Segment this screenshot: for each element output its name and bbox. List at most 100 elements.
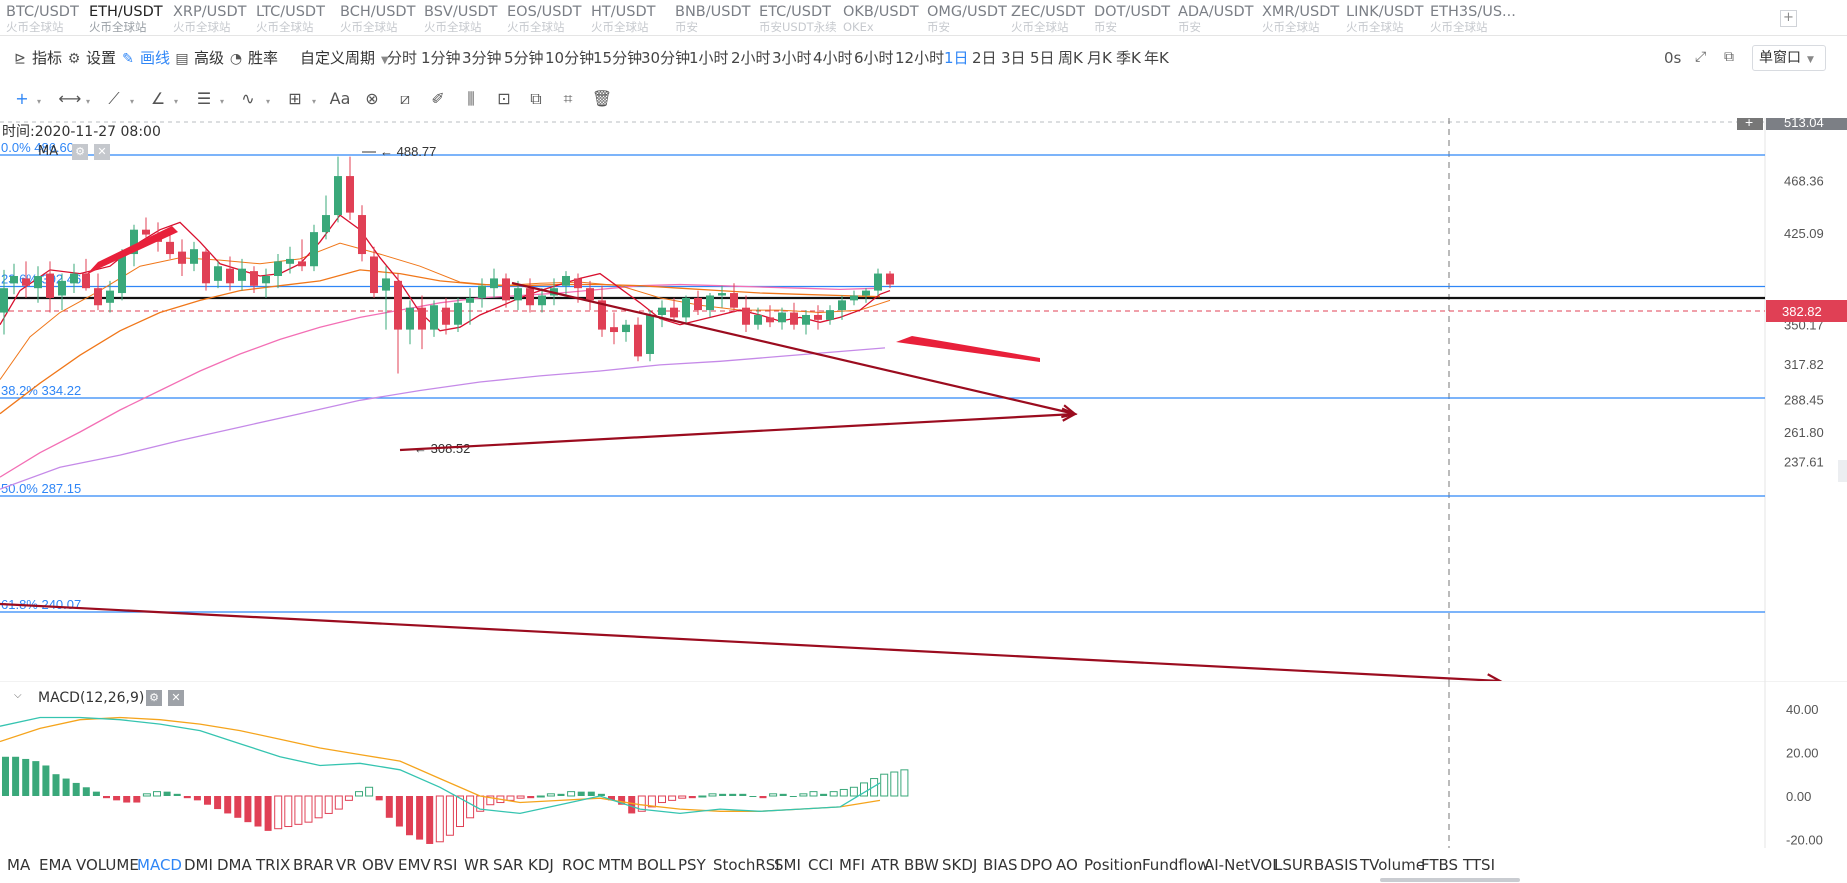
custom-period-dropdown[interactable]: 自定义周期 ▼	[300, 47, 389, 69]
period-30分钟[interactable]: 30分钟	[641, 49, 691, 67]
symbol-tab-zec[interactable]: ZEC/USDT 火币全球站	[1005, 0, 1105, 36]
indicator-tab-stochrsi[interactable]: StochRSI	[713, 856, 780, 874]
period-年K[interactable]: 年K	[1144, 49, 1169, 67]
snapshot-icon[interactable]: ⌗	[563, 89, 573, 108]
indicator-tab-ema[interactable]: EMA	[39, 856, 72, 874]
draw-button[interactable]: ✎ 画线	[120, 47, 170, 69]
period-12小时[interactable]: 12小时	[895, 49, 945, 67]
symbol-tab-ltc[interactable]: LTC/USDT 火币全球站	[250, 0, 350, 36]
text-icon[interactable]: Aa	[329, 89, 351, 108]
fib-icon[interactable]: ⊞	[288, 89, 302, 108]
period-5分钟[interactable]: 5分钟	[504, 49, 544, 67]
indicator-tab-atr[interactable]: ATR	[871, 856, 900, 874]
period-15分钟[interactable]: 15分钟	[593, 49, 643, 67]
indicator-tab-bbw[interactable]: BBW	[904, 856, 939, 874]
indicator-tab-tvolume[interactable]: TVolume	[1360, 856, 1425, 874]
period-季K[interactable]: 季K	[1116, 49, 1141, 67]
indicator-tab-sar[interactable]: SAR	[493, 856, 524, 874]
window-mode-select[interactable]: 单窗口 ▼	[1752, 45, 1826, 71]
horizontal-scrollbar[interactable]	[1380, 878, 1520, 882]
symbol-tab-okb[interactable]: OKB/USDT OKEx	[837, 0, 937, 36]
close-icon[interactable]: ✕	[168, 690, 184, 706]
settings-button[interactable]: ⚙ 设置	[66, 47, 116, 69]
indicator-button[interactable]: ⊵ 指标	[12, 47, 62, 69]
period-分时[interactable]: 分时	[387, 49, 418, 67]
indicator-tab-rsi[interactable]: RSI	[433, 856, 458, 874]
indicator-tab-roc[interactable]: ROC	[562, 856, 595, 874]
indicator-tab-trix[interactable]: TRIX	[256, 856, 291, 874]
period-1小时[interactable]: 1小时	[689, 49, 729, 67]
symbol-tab-eth[interactable]: ETH/USDT 火币全球站	[83, 0, 183, 36]
indicator-tab-smi[interactable]: SMI	[774, 856, 801, 874]
magnet-icon[interactable]: ⊗	[365, 89, 379, 108]
trash-icon[interactable]: 🗑	[591, 89, 613, 108]
angle-icon[interactable]: ∠	[150, 89, 166, 108]
period-3日[interactable]: 3日	[1001, 49, 1026, 67]
chevron-down-icon[interactable]: ▾	[174, 97, 179, 106]
popout-icon[interactable]: ⧉	[1724, 49, 1734, 65]
indicator-tab-volume[interactable]: VOLUME	[76, 856, 139, 874]
copy-icon[interactable]: ⧉	[530, 89, 542, 108]
symbol-tab-ada[interactable]: ADA/USDT 币安	[1172, 0, 1272, 36]
symbol-tab-etc[interactable]: ETC/USDT 币安USDT永续	[753, 0, 853, 36]
indicator-tab-lsur[interactable]: LSUR	[1274, 856, 1314, 874]
indicator-tab-ttsi[interactable]: TTSI	[1463, 856, 1496, 874]
macd-chart[interactable]: 40.00 20.00 0.00 -20.00	[0, 681, 1847, 848]
brush-icon[interactable]: ✐	[431, 89, 445, 108]
trend-line-icon[interactable]: ⟋	[108, 89, 120, 108]
indicator-tab-dma[interactable]: DMA	[217, 856, 252, 874]
symbol-tab-bnb[interactable]: BNB/USDT 币安	[669, 0, 769, 36]
symbol-tab-link[interactable]: LINK/USDT 火币全球站	[1340, 0, 1440, 36]
add-tab-button[interactable]: +	[1780, 10, 1797, 27]
indicator-tab-boll[interactable]: BOLL	[637, 856, 676, 874]
chevron-down-icon[interactable]: ⌵	[14, 690, 22, 701]
indicator-tab-ao[interactable]: AO	[1056, 856, 1078, 874]
indicator-tab-obv[interactable]: OBV	[362, 856, 394, 874]
indicator-tab-mtm[interactable]: MTM	[598, 856, 634, 874]
indicator-tab-skdj[interactable]: SKDJ	[942, 856, 978, 874]
period-月K[interactable]: 月K	[1087, 49, 1112, 67]
indicator-tab-ma[interactable]: MA	[7, 856, 31, 874]
indicator-tab-fundflow[interactable]: Fundflow	[1142, 856, 1210, 874]
chevron-down-icon[interactable]: ▾	[312, 97, 317, 106]
chevron-down-icon[interactable]: ▾	[86, 97, 91, 106]
period-6小时[interactable]: 6小时	[854, 49, 894, 67]
crosshair-icon[interactable]: +	[15, 89, 29, 108]
indicator-tab-basis[interactable]: BASIS	[1314, 856, 1359, 874]
period-1日[interactable]: 1日	[944, 49, 969, 67]
symbol-tab-omg[interactable]: OMG/USDT 币安	[921, 0, 1021, 36]
indicator-tab-brar[interactable]: BRAR	[293, 856, 334, 874]
period-1分钟[interactable]: 1分钟	[421, 49, 461, 67]
gear-icon[interactable]: ⚙	[72, 144, 88, 160]
indicator-tab-cci[interactable]: CCI	[808, 856, 834, 874]
measure-icon[interactable]: ⫼	[467, 89, 475, 108]
symbol-tab-dot[interactable]: DOT/USDT 币安	[1088, 0, 1188, 36]
indicator-tab-emv[interactable]: EMV	[398, 856, 431, 874]
period-2日[interactable]: 2日	[972, 49, 997, 67]
period-10分钟[interactable]: 10分钟	[545, 49, 595, 67]
symbol-tab-ht[interactable]: HT/USDT 火币全球站	[585, 0, 685, 36]
indicator-tab-mfi[interactable]: MFI	[839, 856, 865, 874]
period-周K[interactable]: 周K	[1058, 49, 1083, 67]
winrate-button[interactable]: ◔ 胜率	[228, 47, 278, 69]
indicator-tab-dpo[interactable]: DPO	[1020, 856, 1053, 874]
chevron-down-icon[interactable]: ▾	[37, 97, 42, 106]
gear-icon[interactable]: ⚙	[146, 690, 162, 706]
period-5日[interactable]: 5日	[1030, 49, 1055, 67]
fullscreen-icon[interactable]: ⤢	[1695, 49, 1707, 65]
symbol-tab-bsv[interactable]: BSV/USDT 火币全球站	[418, 0, 518, 36]
indicator-tab-vr[interactable]: VR	[336, 856, 357, 874]
indicator-tab-wr[interactable]: WR	[464, 856, 490, 874]
parallel-channel-icon[interactable]: ☰	[196, 89, 212, 108]
symbol-tab-bch[interactable]: BCH/USDT 火币全球站	[334, 0, 434, 36]
indicator-tab-psy[interactable]: PSY	[678, 856, 706, 874]
advanced-button[interactable]: ▤ 高级	[174, 47, 224, 69]
lock-icon[interactable]: ⊡	[497, 89, 511, 108]
chevron-down-icon[interactable]: ▾	[266, 97, 271, 106]
close-icon[interactable]: ✕	[94, 144, 110, 160]
chevron-down-icon[interactable]: ▾	[130, 97, 135, 106]
symbol-tab-btc[interactable]: BTC/USDT 火币全球站	[0, 0, 100, 36]
period-3分钟[interactable]: 3分钟	[462, 49, 502, 67]
period-2小时[interactable]: 2小时	[731, 49, 771, 67]
symbol-tab-eth3s[interactable]: ETH3S/US... 火币全球站	[1424, 0, 1524, 36]
